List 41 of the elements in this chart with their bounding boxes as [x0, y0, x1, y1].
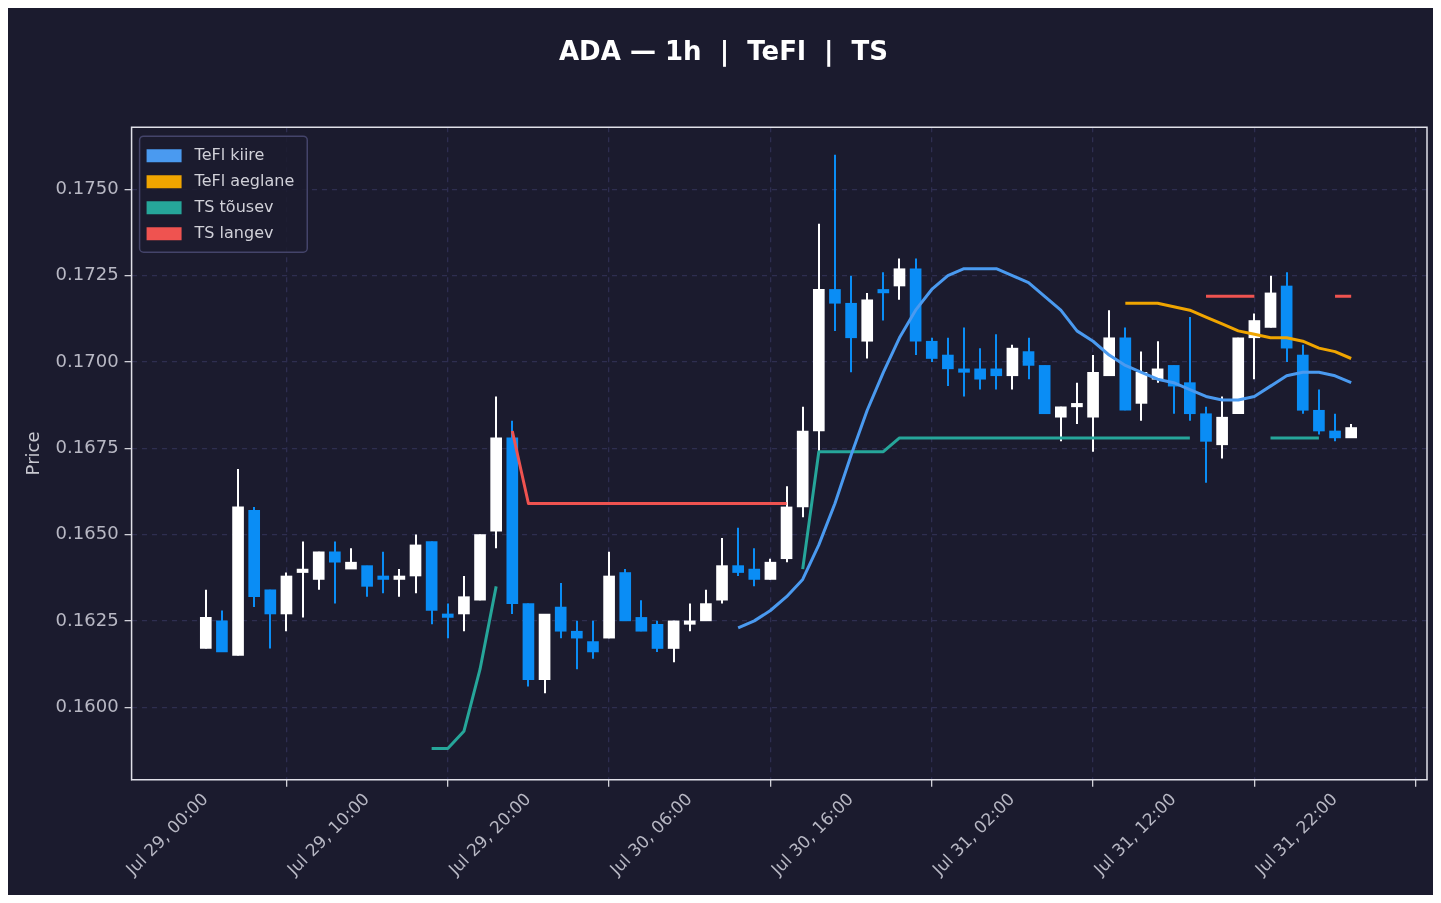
candlestick — [942, 336, 954, 388]
candlestick — [1022, 336, 1035, 381]
legend-label: TS langev — [193, 223, 274, 243]
candlestick — [925, 336, 938, 363]
candlestick — [296, 540, 309, 619]
legend-label: TS tõusev — [193, 197, 274, 217]
candlestick — [393, 568, 406, 598]
candlestick — [587, 619, 599, 660]
candlestick — [1054, 405, 1067, 443]
candlestick — [329, 540, 341, 605]
candlestick — [700, 588, 712, 622]
candlestick — [764, 557, 777, 581]
candlestick — [748, 547, 761, 588]
candlestick — [974, 347, 986, 391]
candlestick — [1313, 388, 1325, 436]
candlestick — [1071, 381, 1083, 426]
candlestick — [958, 326, 970, 398]
candlestick — [441, 602, 454, 640]
legend-label: TeFl aeglane — [193, 171, 295, 191]
chart-title: ADA — 1h | TeFl | TS — [559, 36, 888, 68]
y-axis-title: Price — [22, 431, 44, 476]
candlestick — [361, 564, 373, 598]
y-tick-label: 0.1625 — [55, 608, 119, 630]
y-tick-label: 0.1600 — [55, 694, 119, 716]
y-tick-label: 0.1725 — [55, 263, 119, 285]
y-tick-label: 0.1675 — [55, 435, 119, 457]
y-tick-label: 0.1750 — [55, 177, 119, 199]
candlestick — [829, 153, 841, 332]
candlestick — [571, 619, 583, 671]
candlestick — [458, 574, 470, 633]
candlestick — [377, 550, 390, 595]
candlestick — [635, 599, 648, 633]
candlestick — [877, 271, 890, 322]
y-tick-label: 0.1650 — [55, 522, 119, 544]
y-tick-label: 0.1700 — [55, 349, 119, 371]
candlestick — [732, 526, 744, 577]
candlestick — [683, 602, 696, 633]
candlestick — [990, 333, 1003, 391]
candlestick — [893, 257, 906, 301]
candlestick — [1329, 412, 1341, 443]
legend-label: TeFl kiire — [193, 145, 265, 165]
